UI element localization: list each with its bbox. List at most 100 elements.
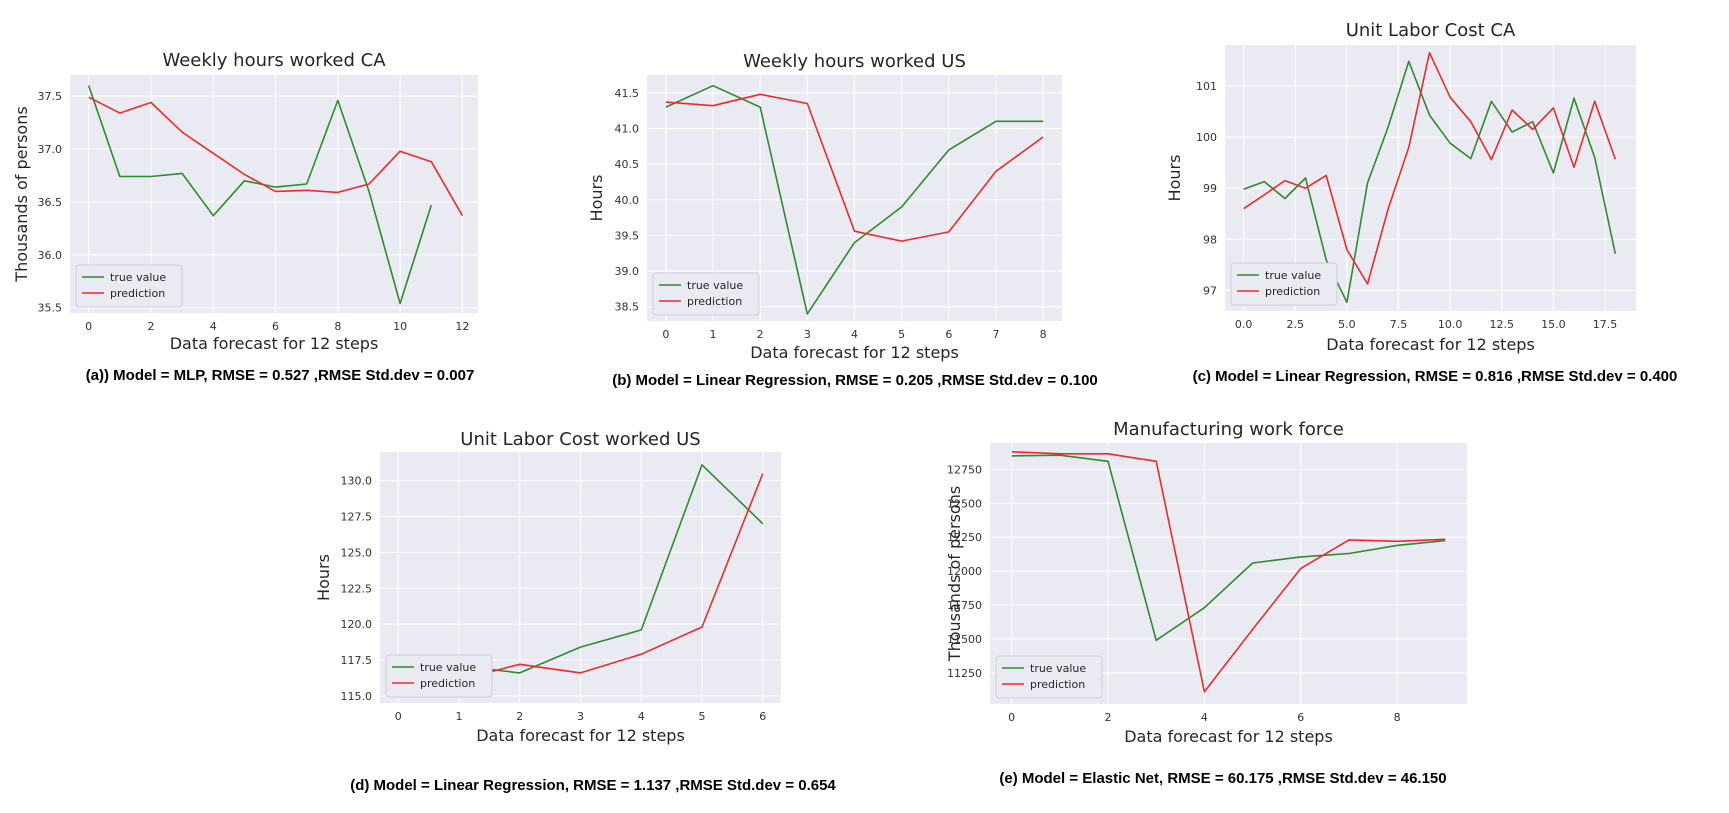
y-tick-label: 36.5 — [38, 196, 63, 209]
x-tick-label: 7 — [992, 328, 999, 341]
x-tick-label: 2 — [757, 328, 764, 341]
series-line-prediction — [88, 96, 464, 217]
chart-title: Unit Labor Cost CA — [1346, 20, 1516, 41]
chart-panel-4: 0 1 2 3 4 5 6 115.0 117.5 120.0 122.5 125.0 127.5 130… — [314, 429, 836, 794]
legend-label: true value — [1265, 269, 1321, 282]
chart-title: Manufacturing work force — [1113, 419, 1344, 440]
x-tick-label: 0 — [662, 328, 669, 341]
legend: true value prediction — [995, 655, 1103, 699]
series-line-true-value — [1011, 454, 1446, 642]
x-tick-label: 3 — [804, 328, 811, 341]
y-tick-label: 98 — [1203, 233, 1217, 246]
x-tick-label: 2 — [516, 710, 523, 723]
y-tick-label: 41.0 — [615, 122, 640, 135]
y-tick-label: 101 — [1196, 80, 1217, 93]
x-tick-label: 4 — [851, 328, 858, 341]
chart-caption: (e) Model = Elastic Net, RMSE = 60.175 ,… — [999, 770, 1446, 787]
x-tick-label: 6 — [1297, 711, 1304, 724]
y-tick-label: 41.5 — [615, 87, 640, 100]
x-tick-label: 8 — [334, 320, 341, 333]
legend: true value prediction — [75, 264, 183, 308]
y-tick-label: 12250 — [947, 531, 982, 544]
y-tick-label: 37.0 — [38, 143, 63, 156]
x-tick-label: 6 — [759, 710, 766, 723]
x-tick-label: 1 — [455, 710, 462, 723]
legend: true value prediction — [652, 272, 760, 316]
x-tick-label: 4 — [1201, 711, 1208, 724]
legend-label: prediction — [110, 287, 165, 300]
chart-title: Weekly hours worked US — [743, 51, 966, 72]
y-tick-label: 97 — [1203, 285, 1217, 298]
y-tick-label: 12750 — [947, 463, 982, 476]
x-tick-label: 7.5 — [1390, 318, 1408, 331]
x-axis-label: Data forecast for 12 steps — [1326, 335, 1535, 354]
series-line-prediction — [1243, 51, 1617, 285]
legend-label: true value — [420, 661, 476, 674]
y-tick-label: 117.5 — [341, 654, 373, 667]
legend-label: prediction — [687, 295, 742, 308]
legend: true value prediction — [385, 654, 493, 698]
chart-caption: (d) Model = Linear Regression, RMSE = 1.… — [350, 777, 836, 794]
y-tick-label: 100 — [1196, 131, 1217, 144]
chart-caption: (b) Model = Linear Regression, RMSE = 0.… — [612, 372, 1098, 389]
y-tick-label: 36.0 — [38, 249, 63, 262]
legend: true value prediction — [1230, 262, 1338, 306]
x-tick-label: 2.5 — [1286, 318, 1304, 331]
x-axis-label: Data forecast for 12 steps — [750, 343, 959, 362]
x-tick-label: 4 — [638, 710, 645, 723]
y-tick-label: 11500 — [947, 633, 982, 646]
chart-panel-5: 0 2 4 6 8 11250 11500 11750 12000 12250 12500 12750… — [945, 419, 1467, 787]
chart-caption: (c) Model = Linear Regression, RMSE = 0.… — [1193, 368, 1678, 385]
x-tick-label: 10.0 — [1438, 318, 1463, 331]
legend-label: prediction — [420, 677, 475, 690]
legend-box — [75, 264, 183, 308]
legend-label: prediction — [1265, 285, 1320, 298]
x-tick-label: 10 — [393, 320, 407, 333]
x-tick-label: 12.5 — [1490, 318, 1515, 331]
x-axis-label: Data forecast for 12 steps — [476, 726, 685, 745]
x-tick-label: 0 — [1008, 711, 1015, 724]
series-line-true-value — [665, 84, 1044, 315]
y-tick-label: 11750 — [947, 599, 982, 612]
x-tick-label: 12 — [455, 320, 469, 333]
chart-caption: (a)) Model = MLP, RMSE = 0.527 ,RMSE Std… — [86, 367, 475, 384]
x-axis-label: Data forecast for 12 steps — [170, 334, 379, 353]
x-axis-label: Data forecast for 12 steps — [1124, 727, 1333, 746]
chart-title: Unit Labor Cost worked US — [460, 429, 700, 450]
legend-box — [995, 655, 1103, 699]
x-tick-label: 2 — [1105, 711, 1112, 724]
legend-label: true value — [1030, 662, 1086, 675]
x-tick-label: 4 — [210, 320, 217, 333]
y-axis-label: Thousands of persons — [945, 486, 964, 662]
x-tick-label: 5.0 — [1338, 318, 1356, 331]
y-tick-label: 115.0 — [341, 690, 373, 703]
y-axis-label: Hours — [1165, 155, 1184, 202]
y-tick-label: 122.5 — [341, 582, 373, 595]
y-tick-label: 39.0 — [615, 265, 640, 278]
x-tick-label: 6 — [272, 320, 279, 333]
y-tick-label: 11250 — [947, 667, 982, 680]
x-tick-label: 8 — [1040, 328, 1047, 341]
legend-label: true value — [687, 279, 743, 292]
y-tick-label: 12500 — [947, 497, 982, 510]
legend-label: true value — [110, 271, 166, 284]
legend-box — [652, 272, 760, 316]
x-tick-label: 2 — [147, 320, 154, 333]
series-line-prediction — [665, 93, 1044, 242]
series-line-true-value — [87, 85, 433, 305]
chart-panel-3: 0.0 2.5 5.0 7.5 10.0 12.5 15.0 17.5 97 98 99 100 101… — [1165, 20, 1677, 385]
x-tick-label: 1 — [710, 328, 717, 341]
y-tick-label: 35.5 — [38, 302, 63, 315]
x-tick-label: 0 — [395, 710, 402, 723]
x-tick-label: 8 — [1394, 711, 1401, 724]
y-tick-label: 130.0 — [341, 475, 373, 488]
y-tick-label: 120.0 — [341, 618, 373, 631]
chart-title: Weekly hours worked CA — [162, 50, 386, 71]
y-axis-label: Hours — [314, 554, 333, 601]
x-tick-label: 5 — [898, 328, 905, 341]
chart-panel-1: 0 2 4 6 8 10 12 35.5 36.0 36.5 37.0 37.5 Weekly hour… — [12, 50, 478, 384]
legend-label: prediction — [1030, 678, 1085, 691]
y-tick-label: 125.0 — [341, 546, 373, 559]
